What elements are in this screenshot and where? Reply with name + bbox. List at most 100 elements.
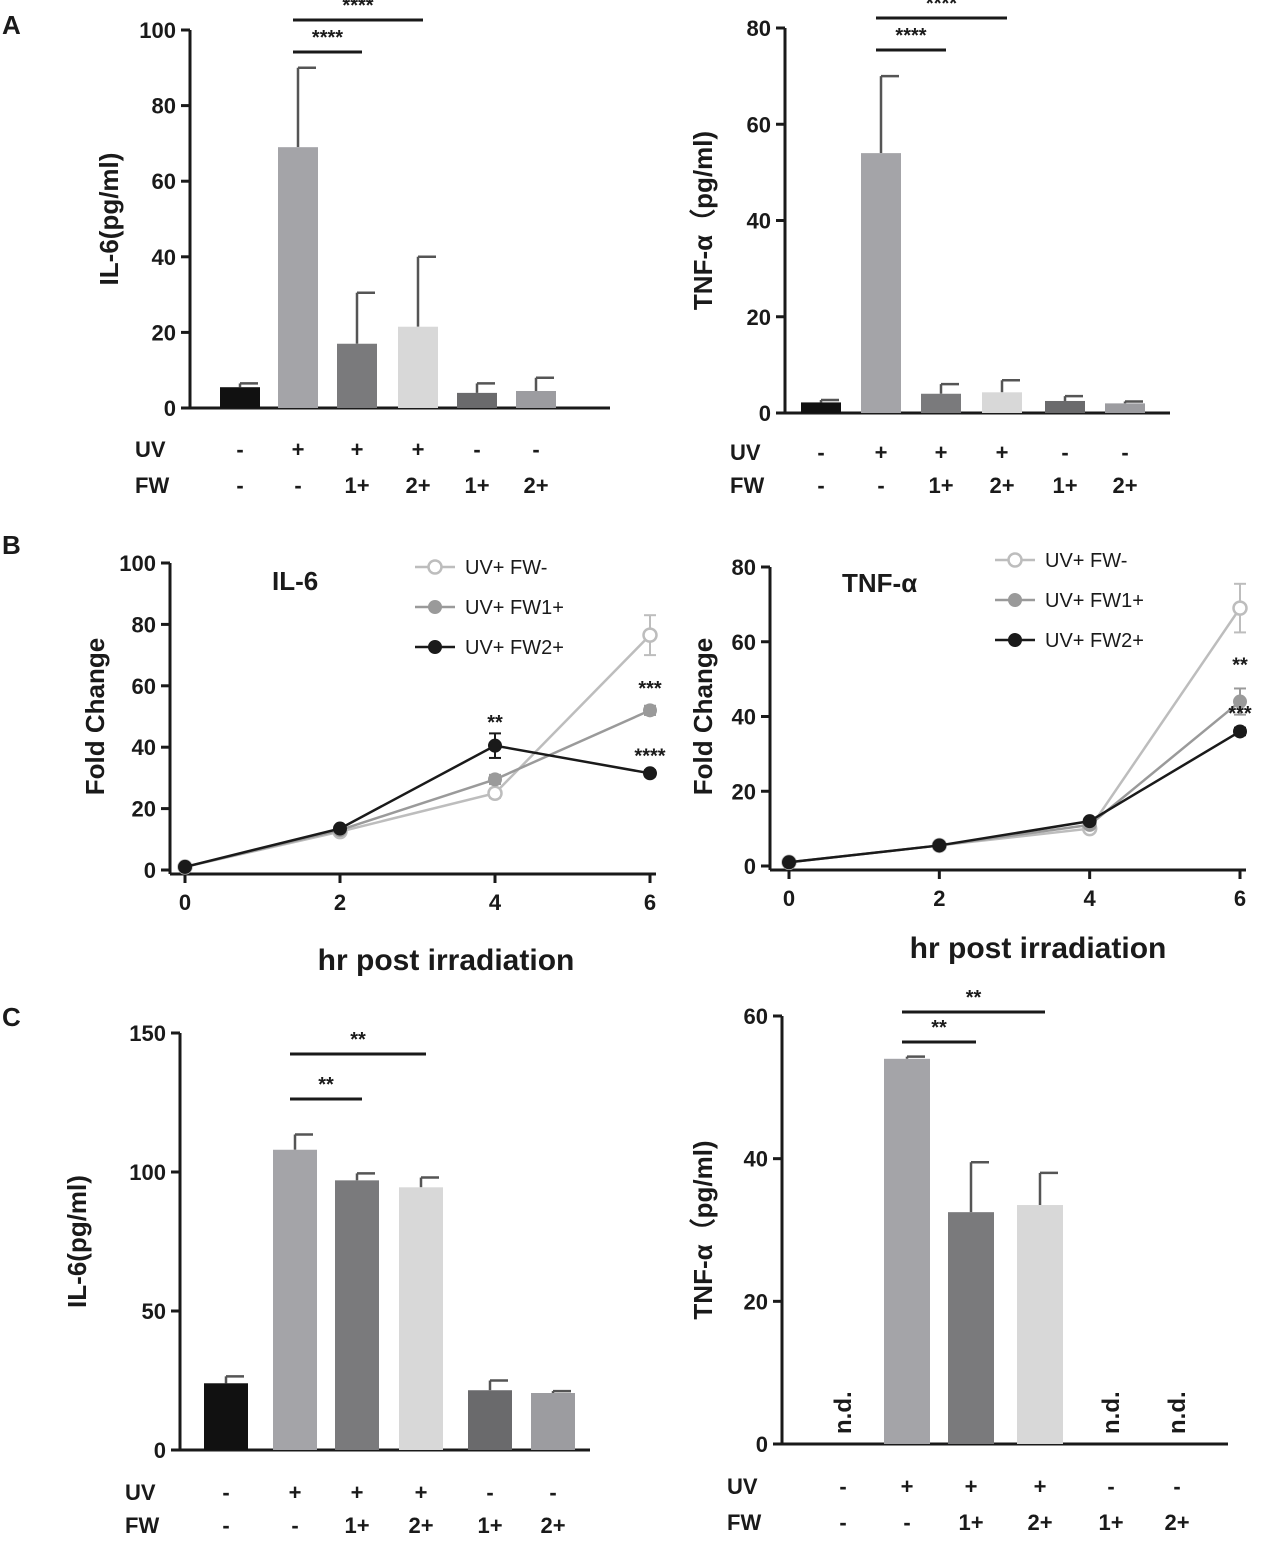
bar xyxy=(468,1390,512,1450)
fw-condition-value: - xyxy=(291,1513,298,1538)
y-tick-label: 0 xyxy=(144,858,156,883)
chart-title: IL-6 xyxy=(272,566,318,596)
panel-letter-a: A xyxy=(2,10,21,40)
y-tick-label: 20 xyxy=(152,320,176,345)
bar xyxy=(982,392,1022,413)
bar xyxy=(1017,1205,1063,1444)
uv-condition-value: + xyxy=(412,437,425,462)
data-point xyxy=(643,703,657,718)
y-tick-label: 40 xyxy=(747,209,771,234)
fw-condition-value: - xyxy=(839,1510,846,1535)
legend-label: UV+ FW- xyxy=(1045,550,1127,572)
panel-letter-c: C xyxy=(2,1002,21,1032)
significance-label: **** xyxy=(312,27,343,49)
uv-condition-value: + xyxy=(901,1474,914,1499)
uv-condition-value: + xyxy=(996,440,1009,465)
y-tick-label: 100 xyxy=(139,18,176,43)
bar xyxy=(1045,400,1085,413)
y-tick-label: 20 xyxy=(747,305,771,330)
bar xyxy=(273,1149,317,1450)
y-tick-label: 80 xyxy=(747,16,771,41)
y-axis-title: IL-6(pg/ml) xyxy=(94,153,124,286)
x-tick-label: 6 xyxy=(644,890,656,915)
legend-marker xyxy=(428,600,442,614)
chart-a-il6: 0 20 40 60 80 100 IL-6(pg/ml) **** **** UV FW - + + + -… xyxy=(94,0,610,498)
uv-condition-value: + xyxy=(289,1480,302,1505)
fw-condition-value: 1+ xyxy=(344,473,369,498)
data-point xyxy=(1233,694,1247,709)
data-point xyxy=(487,785,503,801)
significance-label: ** xyxy=(966,987,982,1009)
chart-b-tnf: 0 20 40 60 80 0 2 4 6 Fold Change hr post irradiat… xyxy=(688,550,1252,965)
legend-label: UV+ FW1+ xyxy=(465,597,564,619)
data-point xyxy=(488,772,502,787)
significance-label: **** xyxy=(342,0,373,17)
bar xyxy=(801,402,841,413)
fw-condition-value: - xyxy=(877,473,884,498)
uv-row-label: UV xyxy=(135,437,166,462)
bar xyxy=(1105,403,1145,413)
uv-condition-value: + xyxy=(351,1480,364,1505)
y-tick-label: 60 xyxy=(132,674,156,699)
uv-condition-value: + xyxy=(1034,1474,1047,1499)
legend-label: UV+ FW- xyxy=(465,557,547,579)
y-tick-label: 0 xyxy=(756,1432,768,1457)
uv-condition-value: - xyxy=(486,1480,493,1505)
y-axis-title: TNF-α（pg/ml) xyxy=(688,1140,718,1319)
y-axis-title: IL-6(pg/ml) xyxy=(62,1175,92,1308)
series-line xyxy=(788,730,1241,864)
bar xyxy=(335,1180,379,1450)
significance-label: ** xyxy=(487,712,503,734)
uv-condition-value: - xyxy=(839,1474,846,1499)
y-axis-title: TNF-α（pg/ml) xyxy=(688,131,718,310)
y-tick-label: 60 xyxy=(747,112,771,137)
uv-condition-value: - xyxy=(473,437,480,462)
data-point xyxy=(488,738,502,753)
bar xyxy=(204,1383,248,1450)
y-tick-label: 80 xyxy=(152,94,176,119)
fw-condition-value: 2+ xyxy=(1164,1510,1189,1535)
y-tick-label: 150 xyxy=(129,1021,166,1046)
y-axis-title: Fold Change xyxy=(688,638,718,795)
significance-label: ** xyxy=(1232,655,1248,677)
legend-marker xyxy=(1007,552,1023,568)
bar xyxy=(921,393,961,413)
not-detected-label: n.d. xyxy=(1164,1391,1191,1434)
fw-condition-value: - xyxy=(236,473,243,498)
bar xyxy=(398,326,438,408)
x-tick-label: 6 xyxy=(1234,886,1246,911)
panel-letter-b: B xyxy=(2,530,21,560)
significance-label: *** xyxy=(1228,703,1252,725)
fw-row-label: FW xyxy=(125,1513,159,1538)
fw-condition-value: - xyxy=(817,473,824,498)
uv-condition-value: - xyxy=(817,440,824,465)
data-point xyxy=(782,855,796,870)
uv-condition-value: - xyxy=(1121,440,1128,465)
y-tick-label: 40 xyxy=(732,705,756,730)
fw-condition-value: 1+ xyxy=(928,473,953,498)
uv-condition-value: + xyxy=(965,1474,978,1499)
y-tick-label: 0 xyxy=(154,1438,166,1463)
bar xyxy=(457,392,497,408)
data-point xyxy=(178,859,192,874)
significance-label: *** xyxy=(638,678,662,700)
fw-condition-value: 1+ xyxy=(344,1513,369,1538)
y-tick-label: 20 xyxy=(732,779,756,804)
y-tick-label: 60 xyxy=(744,1004,768,1029)
uv-row-label: UV xyxy=(125,1480,156,1505)
y-tick-label: 40 xyxy=(152,245,176,270)
not-detected-label: n.d. xyxy=(1098,1391,1125,1434)
bar xyxy=(884,1058,930,1444)
data-point xyxy=(1232,600,1248,616)
fw-row-label: FW xyxy=(730,473,764,498)
fw-condition-value: - xyxy=(222,1513,229,1538)
chart-b-il6: 0 20 40 60 80 100 0 2 4 6 Fold Change hr post irrad… xyxy=(80,551,666,977)
fw-condition-value: 1+ xyxy=(958,1510,983,1535)
chart-c-il6: 0 50 100 150 IL-6(pg/ml) ** ** UV FW - + + + - - - - 1+ 2+… xyxy=(62,1021,590,1538)
uv-condition-value: - xyxy=(1061,440,1068,465)
x-tick-label: 4 xyxy=(489,890,502,915)
uv-condition-value: + xyxy=(292,437,305,462)
bar xyxy=(278,147,318,408)
uv-condition-value: + xyxy=(935,440,948,465)
